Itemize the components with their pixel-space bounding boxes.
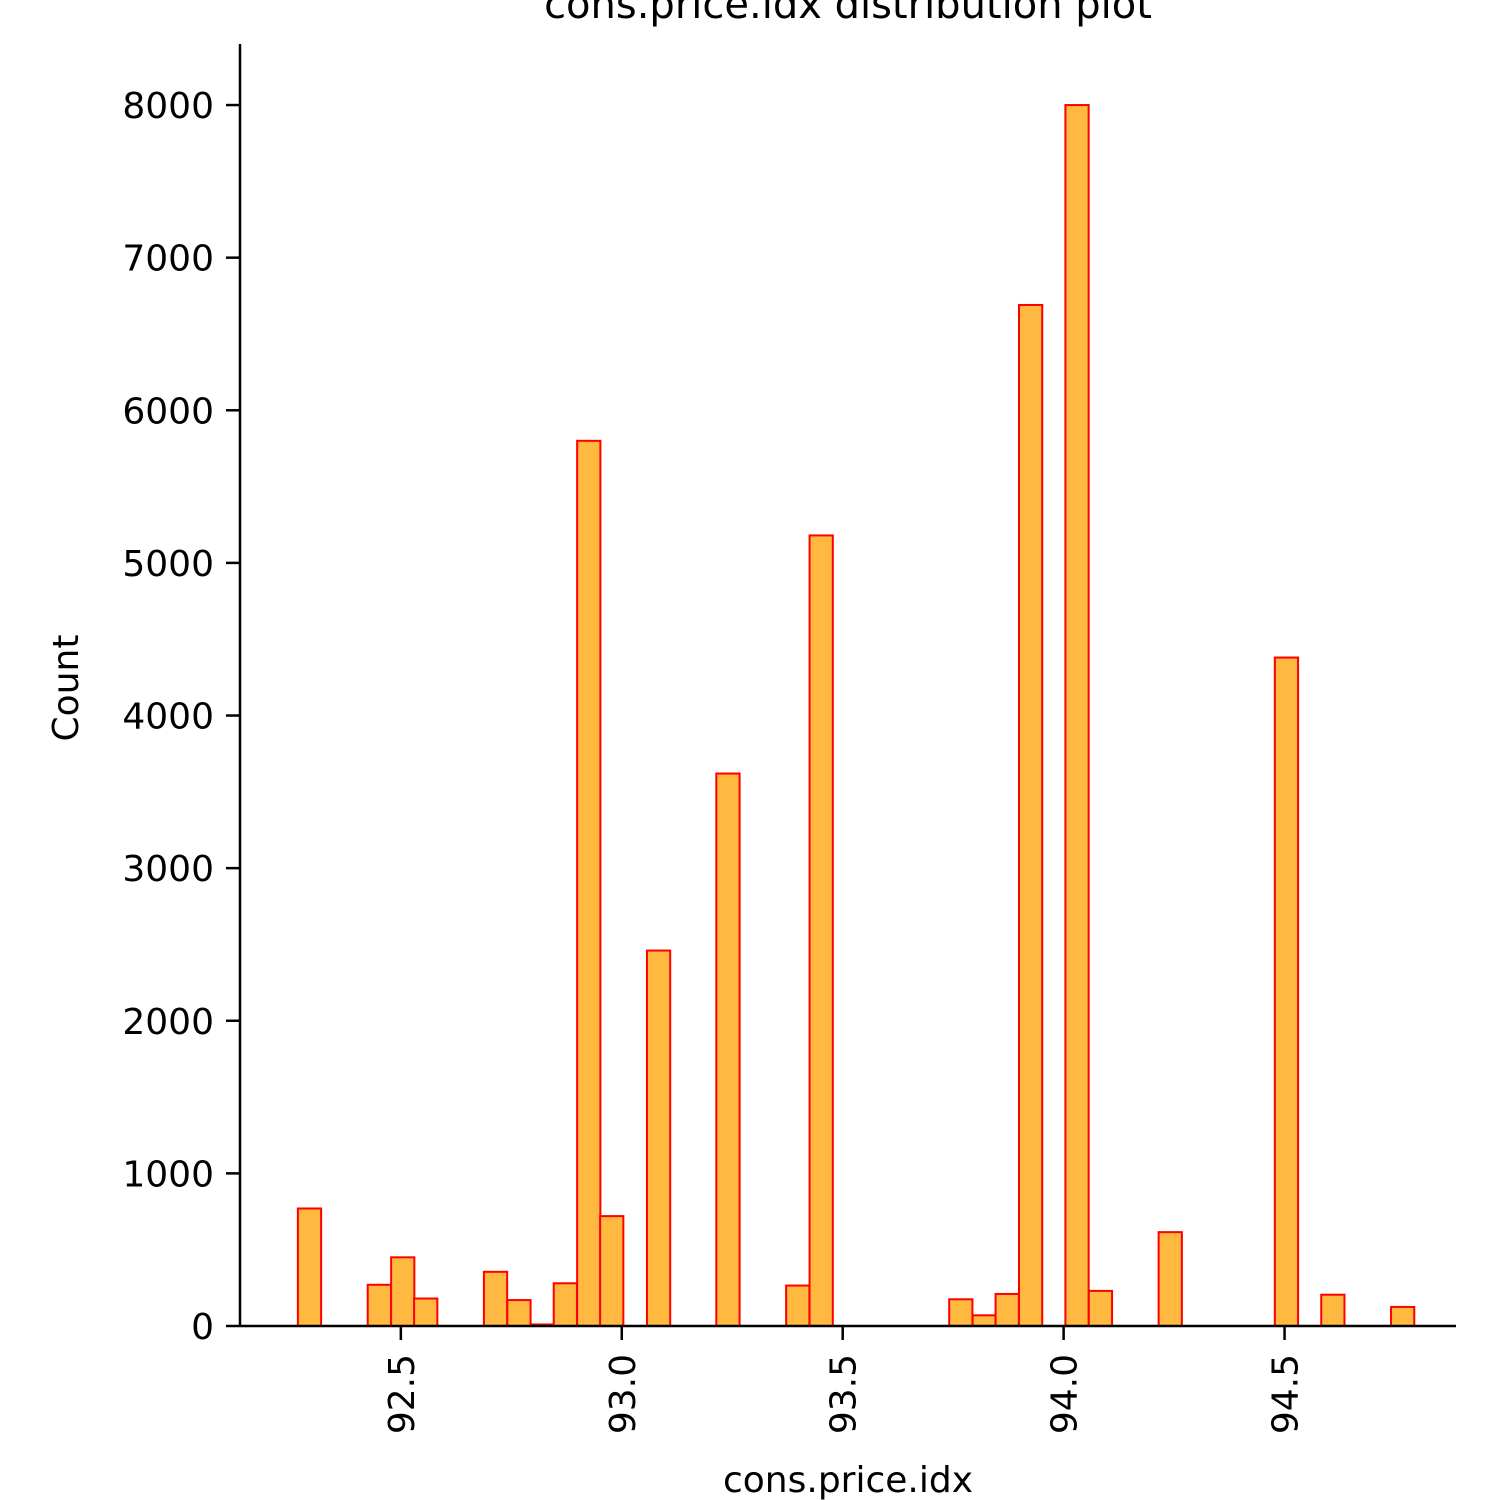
histogram-bar-20 xyxy=(1157,1231,1183,1327)
x-tick-label-4: 94.5 xyxy=(1266,1354,1307,1434)
x-tick-label-1: 93.0 xyxy=(603,1354,644,1434)
histogram-bar-17 xyxy=(1018,303,1044,1327)
histogram-bar-14 xyxy=(948,1298,974,1327)
histogram-bar-8 xyxy=(576,439,602,1327)
x-axis-title: cons.price.idx xyxy=(723,1460,973,1500)
histogram-bar-16 xyxy=(994,1292,1020,1327)
histogram-bar-18 xyxy=(1064,104,1090,1328)
y-tick-label-8: 8000 xyxy=(122,86,214,127)
histogram-bar-13 xyxy=(808,534,834,1327)
histogram-bar-4 xyxy=(482,1270,509,1327)
y-ticks-group: 0 1000 2000 3000 4000 5000 6000 7000 8000 xyxy=(122,86,240,1348)
x-tick-label-2: 93.5 xyxy=(824,1354,865,1434)
histogram-bar-19 xyxy=(1087,1289,1114,1327)
y-tick-label-0: 0 xyxy=(191,1307,214,1348)
histogram-bar-22 xyxy=(1320,1293,1346,1328)
histogram-bar-21 xyxy=(1273,656,1300,1327)
y-tick-label-4: 4000 xyxy=(122,697,214,738)
y-tick-label-7: 7000 xyxy=(122,239,214,280)
histogram-bar-15 xyxy=(971,1314,997,1327)
x-tick-label-3: 94.0 xyxy=(1045,1354,1086,1434)
y-tick-label-1: 1000 xyxy=(122,1154,214,1195)
y-tick-label-5: 5000 xyxy=(122,544,214,585)
y-tick-label-2: 2000 xyxy=(122,1002,214,1043)
histogram-bar-7 xyxy=(552,1282,578,1328)
histogram-bar-1 xyxy=(366,1283,392,1327)
y-tick-label-3: 3000 xyxy=(122,849,214,890)
y-axis-title: Count xyxy=(46,635,87,742)
x-tick-label-0: 92.5 xyxy=(382,1354,423,1434)
histogram-bar-11 xyxy=(715,772,741,1327)
histogram-bar-5 xyxy=(506,1299,532,1328)
histogram-bar-3 xyxy=(413,1297,439,1327)
y-tick-label-6: 6000 xyxy=(122,391,214,432)
histogram-bar-2 xyxy=(390,1256,416,1327)
histogram-bar-0 xyxy=(296,1207,323,1327)
histogram-bar-12 xyxy=(785,1284,811,1327)
histogram-bar-23 xyxy=(1390,1305,1416,1327)
x-ticks-group: 92.5 93.0 93.5 94.0 94.5 xyxy=(382,1326,1307,1434)
bars-group xyxy=(296,104,1416,1328)
chart-title: cons.price.idx distribution plot xyxy=(544,0,1152,28)
histogram-bar-9 xyxy=(599,1215,625,1327)
histogram-bar-10 xyxy=(645,949,672,1327)
